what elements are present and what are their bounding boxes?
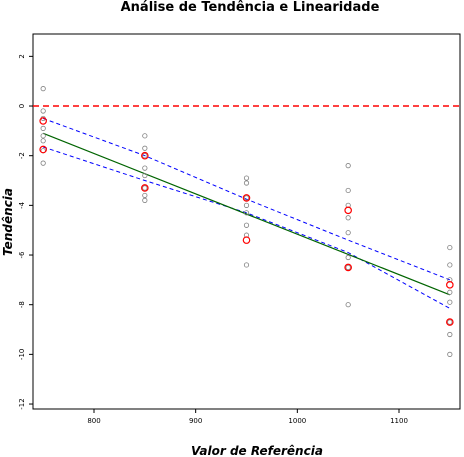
y-axis-label: Tendência [1, 188, 15, 256]
data-point [447, 289, 453, 295]
data-point [345, 215, 351, 221]
mean-point [141, 151, 149, 160]
plot-frame [32, 33, 461, 410]
data-point [40, 133, 46, 139]
data-point [447, 262, 453, 268]
mean-point [344, 206, 352, 215]
data-point [243, 210, 250, 216]
data-point [40, 138, 46, 144]
data-point [447, 299, 453, 305]
data-point [447, 244, 453, 251]
fit-line-layer [42, 132, 451, 296]
y-tick-label: -6 [18, 251, 26, 259]
y-tick-label: -10 [18, 349, 26, 360]
mean-point [344, 263, 352, 272]
y-axis: 2 0 -2 -4 -6 -8 -10 -12 [18, 54, 33, 410]
data-point [345, 230, 351, 236]
mean-point [39, 145, 47, 154]
data-point [447, 331, 453, 338]
data-point [345, 187, 351, 194]
data-point [345, 163, 351, 169]
data-point [243, 180, 250, 186]
fit-line [42, 132, 451, 296]
mean-point [242, 236, 251, 244]
data-point [243, 195, 250, 201]
y-tick-label: -4 [18, 201, 26, 209]
y-tick-label: 2 [18, 54, 26, 58]
data-point [142, 165, 148, 171]
data-point [345, 254, 351, 261]
data-point [142, 145, 148, 151]
x-axis: 800 900 1000 1100 [87, 409, 408, 425]
points-layer [39, 86, 454, 357]
data-point [243, 202, 250, 208]
data-point [40, 125, 46, 131]
confidence-band-layer [42, 117, 451, 309]
confidence-band-upper [42, 117, 451, 281]
data-point [243, 175, 250, 181]
data-point [345, 302, 351, 308]
data-point [447, 319, 453, 325]
mean-point [446, 281, 454, 289]
x-tick-label: 1000 [288, 417, 306, 425]
data-point [40, 108, 46, 114]
mean-point [39, 117, 47, 125]
data-point [142, 185, 148, 191]
data-point [243, 262, 250, 268]
chart-title: Análise de Tendência e Linearidade [121, 0, 380, 15]
x-tick-label: 1100 [390, 417, 408, 425]
data-point [142, 192, 148, 199]
data-point [243, 222, 250, 228]
data-point [142, 172, 148, 179]
x-tick-label: 800 [87, 417, 100, 425]
y-tick-label: -8 [18, 301, 26, 308]
data-point [447, 351, 453, 357]
data-point [142, 153, 148, 159]
mean-point [141, 184, 149, 192]
data-point [142, 133, 148, 139]
y-tick-label: -2 [18, 152, 26, 159]
confidence-band-lower [43, 146, 451, 309]
data-point [40, 160, 46, 166]
y-tick-label: 0 [18, 104, 26, 108]
x-tick-label: 900 [189, 417, 202, 425]
data-point [345, 264, 351, 271]
data-point [40, 86, 46, 92]
x-axis-label: Valor de Referência [191, 444, 323, 457]
data-point [142, 197, 148, 203]
mean-point [242, 194, 251, 202]
y-tick-label: -12 [18, 398, 26, 409]
mean-point [446, 318, 454, 326]
